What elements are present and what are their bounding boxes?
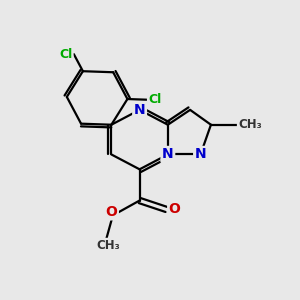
Text: O: O bbox=[105, 205, 117, 219]
Text: O: O bbox=[169, 202, 181, 216]
Text: CH₃: CH₃ bbox=[238, 118, 262, 131]
Text: N: N bbox=[195, 148, 206, 161]
Text: Cl: Cl bbox=[148, 93, 162, 106]
Text: N: N bbox=[162, 148, 174, 161]
Text: CH₃: CH₃ bbox=[97, 239, 120, 252]
Text: N: N bbox=[134, 103, 146, 117]
Text: Cl: Cl bbox=[59, 48, 72, 61]
